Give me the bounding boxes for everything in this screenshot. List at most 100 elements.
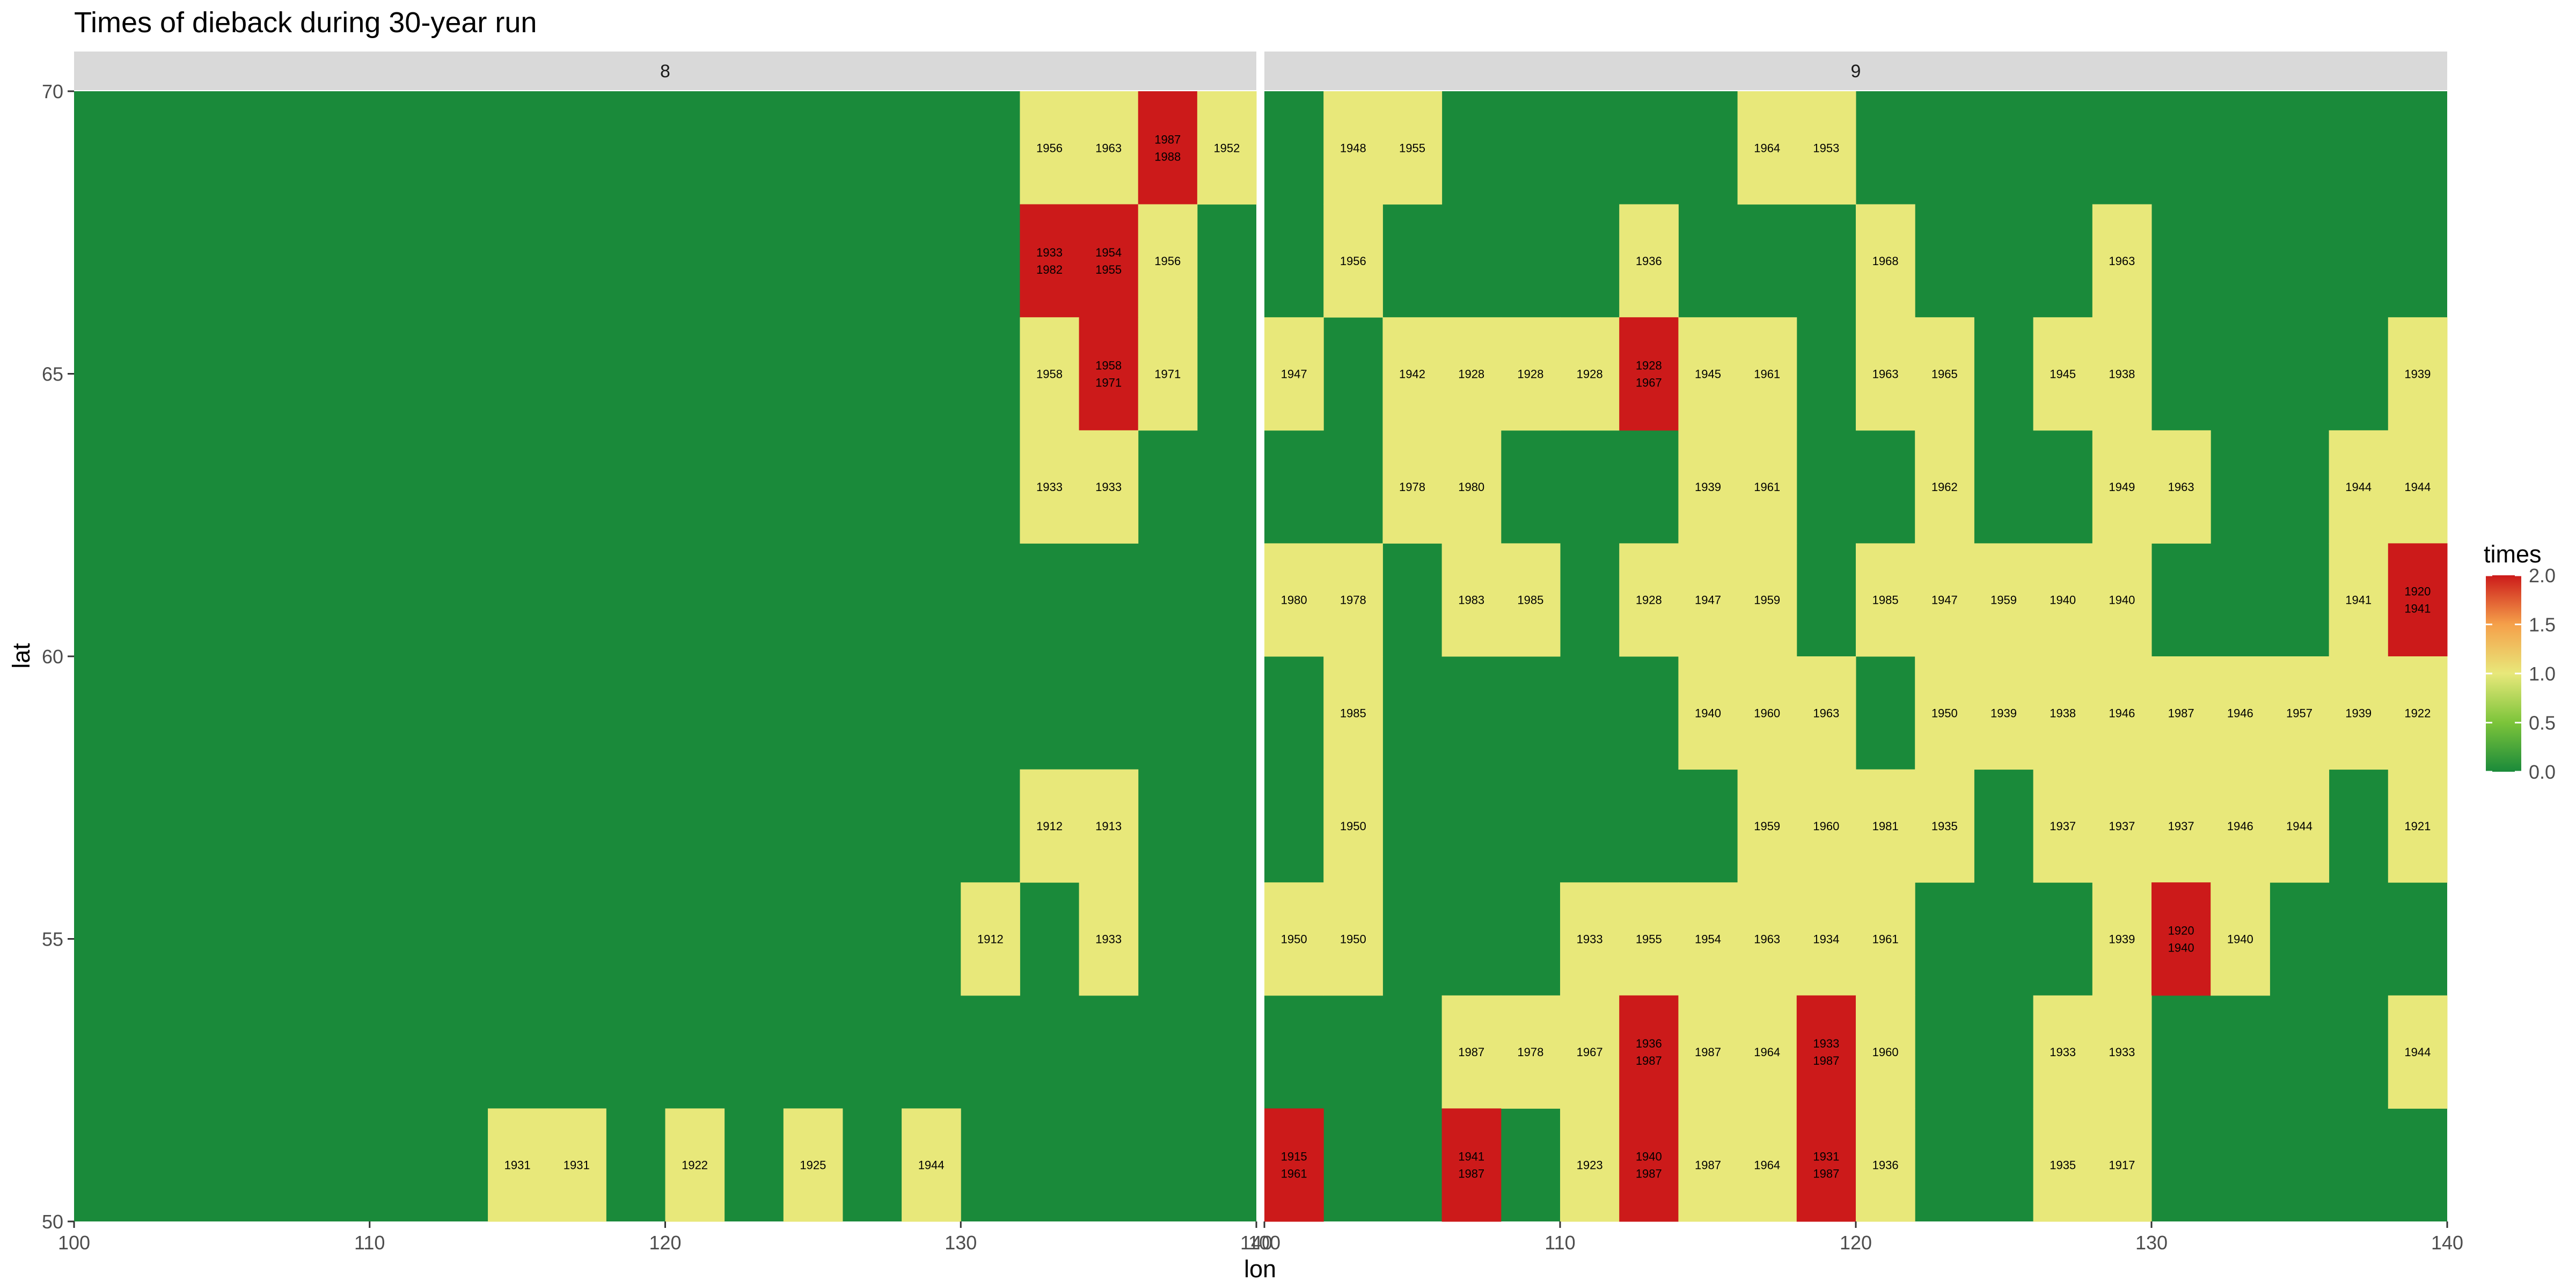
cell-year-label: 1923 (1577, 1159, 1603, 1172)
cell-year-label: 1928 (1636, 594, 1662, 607)
heatmap-cell (2092, 1108, 2152, 1222)
heatmap-cell (1737, 1108, 1797, 1222)
x-axis-title: lon (1244, 1255, 1276, 1283)
cell-year-label: 1958 (1095, 359, 1122, 372)
cell-year-label: 1936 (1636, 1037, 1662, 1050)
cell-year-label: 1944 (2286, 819, 2312, 833)
heatmap-cell (1441, 543, 1502, 657)
heatmap-cell (1678, 882, 1738, 996)
cell-year-label: 1921 (2404, 819, 2431, 833)
cell-year-label: 1980 (1281, 594, 1307, 607)
heatmap-cell (2388, 769, 2448, 883)
x-tick-label: 100 (1248, 1232, 1280, 1254)
heatmap-cell (1796, 656, 1856, 770)
heatmap-cell (2388, 995, 2448, 1109)
cell-year-label: 1934 (1813, 933, 1839, 946)
heatmap-cell (1619, 995, 1679, 1109)
heatmap-cell (1974, 656, 2034, 770)
facet-strip (74, 52, 1256, 90)
cell-year-label: 1933 (1036, 480, 1063, 494)
heatmap-cell (1560, 995, 1620, 1109)
facet-strip-label: 9 (1851, 61, 1861, 82)
heatmap-cell (2033, 543, 2093, 657)
heatmap-cell (1441, 317, 1502, 431)
heatmap-cell (1501, 543, 1561, 657)
heatmap-cell (1796, 1108, 1856, 1222)
legend-title: times (2484, 540, 2542, 568)
cell-year-label: 1988 (1154, 150, 1181, 163)
legend: times 0.0 0.5 1.0 1.5 2.0 (2484, 540, 2556, 783)
heatmap-cell (1619, 882, 1679, 996)
heatmap-cell (488, 1108, 547, 1222)
cell-year-label: 1928 (1517, 368, 1543, 381)
heatmap-cell (2388, 430, 2448, 544)
cell-year-label: 1933 (1095, 933, 1122, 946)
cell-year-label: 1936 (1636, 254, 1662, 268)
cell-year-label: 1987 (1695, 1045, 1721, 1059)
heatmap-cell (2092, 882, 2152, 996)
cell-year-label: 1939 (1695, 480, 1721, 494)
cell-year-label: 1944 (2404, 480, 2431, 494)
legend-tick-label: 0.0 (2529, 761, 2556, 783)
cell-year-label: 1987 (1458, 1045, 1484, 1059)
cell-year-label: 1954 (1695, 933, 1721, 946)
heatmap-cell (2092, 769, 2152, 883)
cell-year-label: 1941 (2404, 602, 2431, 616)
heatmap-cell (1020, 769, 1080, 883)
heatmap-cell (1323, 656, 1383, 770)
cell-year-label: 1937 (2109, 819, 2135, 833)
cell-year-label: 1939 (2404, 368, 2431, 381)
heatmap-cell (2151, 430, 2211, 544)
x-tick-label: 120 (1840, 1232, 1872, 1254)
chart-title: Times of dieback during 30-year run (74, 6, 537, 39)
cell-year-label: 1945 (2050, 368, 2076, 381)
cell-year-label: 1938 (2050, 706, 2076, 720)
heatmap-cell (1737, 882, 1797, 996)
cell-year-label: 1959 (1754, 594, 1780, 607)
heatmap-cell (1079, 317, 1139, 431)
heatmap-cell (2211, 882, 2270, 996)
cell-year-label: 1960 (1754, 706, 1780, 720)
x-tick-label: 130 (945, 1232, 977, 1254)
cell-year-label: 1928 (1458, 368, 1484, 381)
facet-strip (1264, 52, 2447, 90)
heatmap-cell (1678, 1108, 1738, 1222)
heatmap-cell (2092, 317, 2152, 431)
cell-year-label: 1987 (1813, 1054, 1839, 1067)
heatmap-cell (1382, 91, 1443, 205)
heatmap-cell (783, 1108, 843, 1222)
cell-year-label: 1971 (1154, 368, 1181, 381)
cell-year-label: 1949 (2109, 480, 2135, 494)
heatmap-cell (1560, 882, 1620, 996)
x-tick-label: 140 (2431, 1232, 2463, 1254)
cell-year-label: 1940 (2168, 941, 2194, 955)
cell-year-label: 1950 (1340, 933, 1366, 946)
heatmap-cell (1020, 91, 1080, 205)
cell-year-label: 1950 (1340, 819, 1366, 833)
heatmap-cell (1138, 204, 1198, 318)
heatmap-cell (2033, 1108, 2093, 1222)
heatmap-cell (1197, 91, 1257, 205)
cell-year-label: 1983 (1458, 594, 1484, 607)
cell-year-label: 1956 (1340, 254, 1366, 268)
heatmap-cell (1020, 317, 1080, 431)
x-tick-label: 120 (649, 1232, 681, 1254)
heatmap-cell (902, 1108, 961, 1222)
cell-year-label: 1939 (2109, 933, 2135, 946)
heatmap-cell (1560, 317, 1620, 431)
cell-year-label: 1987 (1154, 133, 1181, 146)
cell-year-label: 1955 (1636, 933, 1662, 946)
heatmap-cell (1915, 656, 1974, 770)
heatmap-cell (1441, 995, 1502, 1109)
cell-year-label: 1962 (1931, 480, 1958, 494)
cell-year-label: 1961 (1754, 368, 1780, 381)
cell-year-label: 1917 (2109, 1159, 2135, 1172)
cell-year-label: 1942 (1399, 368, 1425, 381)
heatmap-cell (2211, 656, 2270, 770)
y-tick-label: 55 (42, 928, 63, 950)
heatmap-cell (1856, 1108, 1915, 1222)
cell-year-label: 1987 (1636, 1167, 1662, 1181)
cell-year-label: 1960 (1872, 1045, 1899, 1059)
cell-year-label: 1931 (1813, 1150, 1839, 1163)
heatmap-cell (1560, 1108, 1620, 1222)
